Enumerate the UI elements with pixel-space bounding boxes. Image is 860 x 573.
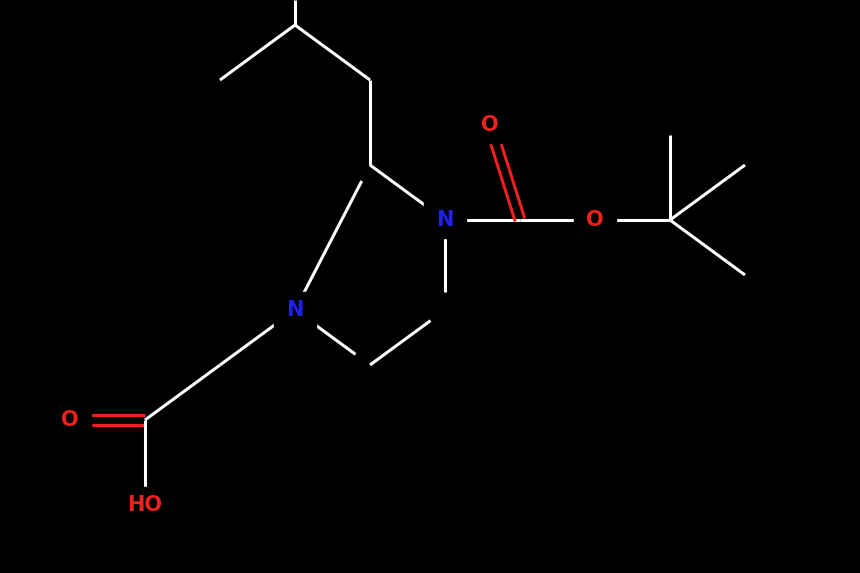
Text: O: O (587, 210, 604, 230)
Bar (49, 402, 91, 438)
Bar (274, 292, 316, 328)
Text: N: N (436, 210, 454, 230)
Bar (424, 202, 466, 238)
Text: O: O (482, 115, 499, 135)
Text: HO: HO (127, 495, 163, 515)
Text: O: O (61, 410, 79, 430)
Bar (113, 487, 177, 523)
Bar (469, 107, 511, 143)
Text: N: N (286, 300, 304, 320)
Bar (574, 202, 616, 238)
